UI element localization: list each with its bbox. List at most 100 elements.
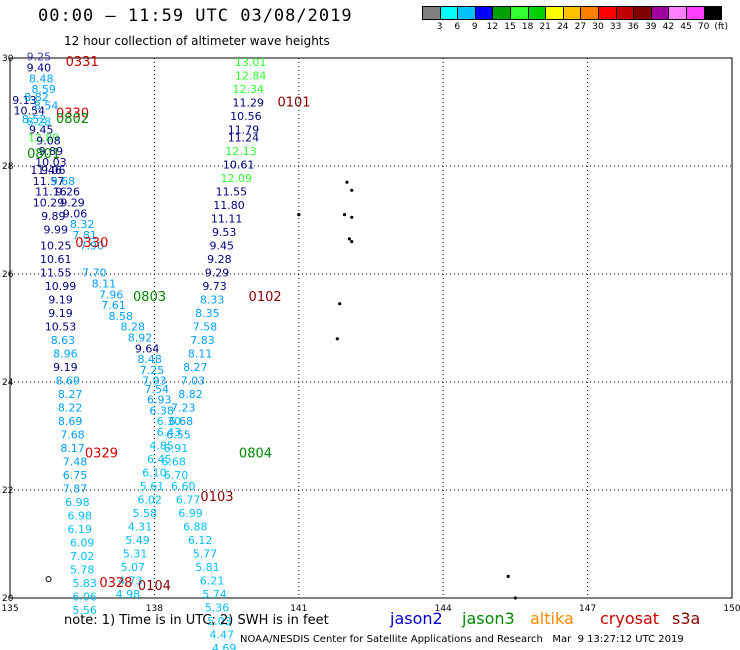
wave-height-label: 5.61 (140, 480, 165, 493)
wave-height-label: 9.45 (29, 124, 54, 137)
legend-swatch (703, 6, 723, 20)
wave-height-label: 6.68 (169, 415, 194, 428)
wave-height-label: 10.54 (14, 105, 46, 118)
wave-height-label: 11.55 (40, 267, 72, 280)
legend-label: 45 (680, 22, 692, 32)
page-title: 00:00 – 11:59 UTC 03/08/2019 (38, 6, 353, 26)
wave-height-label: 4.47 (210, 629, 235, 642)
wave-height-label: 11.29 (233, 97, 265, 110)
wave-height-label: 8.17 (60, 442, 85, 455)
wave-height-label: 8.27 (183, 361, 208, 374)
wave-height-label: 6.77 (176, 494, 201, 507)
wave-height-label: 8.52 (22, 113, 47, 126)
time-label: 0330 (56, 106, 89, 121)
wave-height-label: 5.49 (125, 534, 150, 547)
wave-height-label: 11.79 (228, 124, 260, 137)
footer-note: note: 1) Time is in UTC; 2) SWH is in fe… (64, 613, 329, 628)
time-label: 0330 (75, 236, 108, 251)
ring-marker (45, 576, 52, 583)
wave-height-label: 10.61 (223, 159, 255, 172)
land-dot (342, 213, 347, 217)
wave-height-label: 8.48 (137, 353, 162, 366)
mission-jason3: jason3 (462, 609, 515, 628)
plot-frame (9, 57, 733, 599)
land-dot (297, 213, 301, 217)
wave-height-label: 11.57 (33, 175, 65, 188)
wave-height-label: 9.19 (48, 307, 73, 320)
wave-height-label: 8.28 (27, 116, 52, 129)
wave-height-label: 9.89 (39, 145, 64, 158)
wave-height-label: 6.55 (166, 429, 191, 442)
y-tick-label: 30 (2, 54, 14, 64)
wave-height-label: 7.25 (140, 364, 165, 377)
wave-height-label: 7.81 (72, 229, 97, 242)
land-dot (513, 596, 518, 600)
wave-height-label: 8.96 (53, 348, 78, 361)
wave-height-label: 5.74 (202, 588, 227, 601)
wave-height-label: 6.60 (171, 480, 196, 493)
wave-height-label: 7.83 (190, 334, 215, 347)
wave-height-label: 8.58 (108, 310, 133, 323)
wave-height-label: 4.85 (149, 440, 174, 453)
legend-label: 39 (645, 22, 657, 32)
wave-height-label: 9.29 (205, 267, 230, 280)
wave-height-label: 8.28 (120, 321, 145, 334)
wave-height-label: 9.68 (51, 175, 76, 188)
wave-height-label: 9.25 (27, 51, 52, 64)
y-tick-label: 22 (2, 486, 13, 496)
wave-height-label: 8.11 (92, 278, 117, 291)
time-label: 0331 (66, 55, 99, 70)
wave-height-label: 5.56 (72, 604, 97, 617)
wave-height-label: 7.61 (101, 299, 126, 312)
time-label: 0804 (239, 447, 272, 462)
legend-label: 12 (486, 22, 499, 32)
wave-height-label: 11.24 (228, 132, 260, 145)
time-label: 0104 (138, 579, 171, 594)
wave-height-label: 4.31 (128, 521, 153, 534)
wave-height-label: 10.03 (35, 156, 67, 169)
land-dot (347, 237, 351, 241)
wave-height-label: 6.68 (161, 456, 186, 469)
time-label: 0103 (200, 490, 233, 505)
wave-height-label: 8.32 (70, 218, 95, 231)
wave-height-label: 10.61 (40, 253, 72, 266)
wave-height-label: 8.69 (56, 375, 81, 388)
wave-height-label: 8.92 (128, 332, 153, 345)
time-label: 0803 (133, 290, 166, 305)
page-subtitle: 12 hour collection of altimeter wave hei… (64, 34, 330, 48)
wave-height-label: 8.11 (188, 348, 213, 361)
y-tick-label: 28 (2, 162, 14, 172)
wave-height-label: 8.54 (34, 99, 59, 112)
x-tick-label: 138 (146, 604, 163, 614)
wave-height-label: 5.77 (193, 548, 218, 561)
wave-height-label: 8.27 (58, 388, 83, 401)
wave-height-label: 6.98 (65, 496, 90, 509)
wave-height-label: 6.70 (164, 469, 189, 482)
wave-height-label: 7.58 (193, 321, 218, 334)
wave-height-label: 9.19 (53, 361, 78, 374)
wave-height-label: 7.93 (142, 375, 167, 388)
wave-height-label: 7.54 (145, 383, 170, 396)
wave-height-label: 6.93 (147, 394, 172, 407)
wave-height-label: 12.13 (225, 145, 257, 158)
wave-height-label: 7.70 (82, 267, 107, 280)
wave-height-label: 6.98 (68, 510, 93, 523)
wave-height-label: 7.48 (63, 456, 88, 469)
wave-height-label: 6.45 (147, 453, 172, 466)
wave-height-label: 9.08 (36, 134, 61, 147)
wave-height-label: 6.19 (68, 523, 93, 536)
wave-height-label: 6.12 (188, 534, 213, 547)
time-label: 0801 (27, 147, 60, 162)
wave-height-label: 6.38 (149, 404, 174, 417)
wave-height-label: 10.53 (45, 321, 77, 334)
land-dot (338, 302, 342, 306)
time-label: 0802 (56, 112, 89, 127)
wave-height-label: 9.06 (41, 164, 66, 177)
wave-height-label: 9.99 (43, 224, 68, 237)
x-tick-label: 144 (435, 604, 452, 614)
wave-height-label: 12.89 (28, 132, 60, 145)
legend-label: 30 (592, 22, 604, 32)
time-label: 0328 (99, 576, 132, 591)
wave-height-label: 10.29 (33, 197, 65, 210)
wave-height-label: 9.06 (63, 207, 88, 220)
